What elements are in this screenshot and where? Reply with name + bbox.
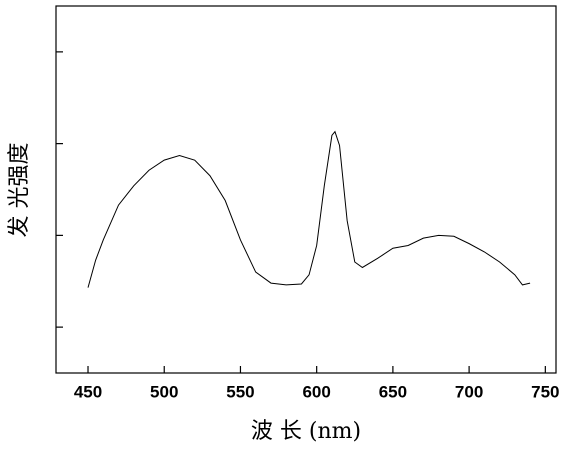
y-axis-label: 发 光强度 xyxy=(7,143,32,238)
x-tick-label: 750 xyxy=(531,382,559,401)
x-tick-label: 550 xyxy=(226,382,254,401)
spectrum-line xyxy=(87,130,531,288)
x-tick-label: 650 xyxy=(379,382,407,401)
x-axis-label: 波 长 (nm) xyxy=(251,419,361,444)
plot-frame xyxy=(55,5,557,374)
x-tick-label: 600 xyxy=(302,382,330,401)
x-tick-label: 500 xyxy=(150,382,178,401)
x-tick-label: 450 xyxy=(74,382,102,401)
x-tick-label: 700 xyxy=(455,382,483,401)
